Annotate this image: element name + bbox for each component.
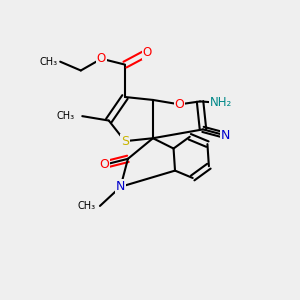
Text: O: O bbox=[99, 158, 109, 171]
Text: O: O bbox=[142, 46, 152, 59]
Text: CH₃: CH₃ bbox=[57, 111, 75, 121]
Text: CH₃: CH₃ bbox=[39, 57, 57, 67]
Text: N: N bbox=[116, 180, 125, 193]
Text: S: S bbox=[121, 135, 129, 148]
Text: CH₃: CH₃ bbox=[77, 201, 95, 211]
Text: O: O bbox=[97, 52, 106, 65]
Text: N: N bbox=[220, 129, 230, 142]
Text: NH₂: NH₂ bbox=[209, 96, 232, 110]
Text: O: O bbox=[175, 98, 184, 111]
